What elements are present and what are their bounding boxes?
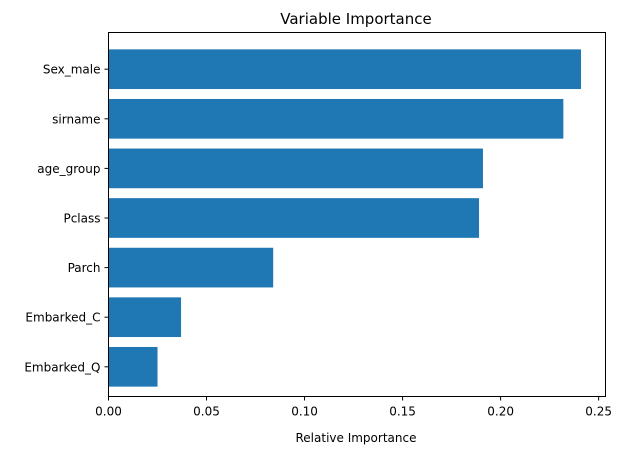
x-tick-label: 0.15 [389,405,416,419]
y-tick-label: age_group [37,162,100,176]
x-axis-label: Relative Importance [296,431,417,445]
x-tick-label: 0.05 [193,405,220,419]
chart-title: Variable Importance [280,10,431,28]
bar-age-group [108,148,483,189]
y-tick-label: Pclass [63,212,100,226]
bar-sex-male [108,49,581,90]
y-tick-label: Embarked_Q [24,360,100,374]
bar-sirname [108,98,564,139]
x-tick-label: 0.25 [585,405,612,419]
x-tick-label: 0.00 [95,405,122,419]
bars-layer [108,49,581,387]
y-axis: Embarked_Q Embarked_C Parch Pclass age_group… [24,63,109,374]
x-tick-label: 0.20 [487,405,514,419]
x-tick-label: 0.10 [291,405,318,419]
y-tick-label: Embarked_C [25,311,100,325]
bar-parch [108,247,274,288]
plot-frame [108,32,606,397]
bar-embarked-q [108,346,158,387]
y-tick-label: Parch [68,261,101,275]
y-tick-label: sirname [52,112,100,126]
bar-embarked-c [108,297,182,338]
y-tick-label: Sex_male [43,63,101,77]
bar-pclass [108,198,480,238]
x-axis: 0.00 0.05 0.10 0.15 0.20 0.25 [95,396,612,419]
